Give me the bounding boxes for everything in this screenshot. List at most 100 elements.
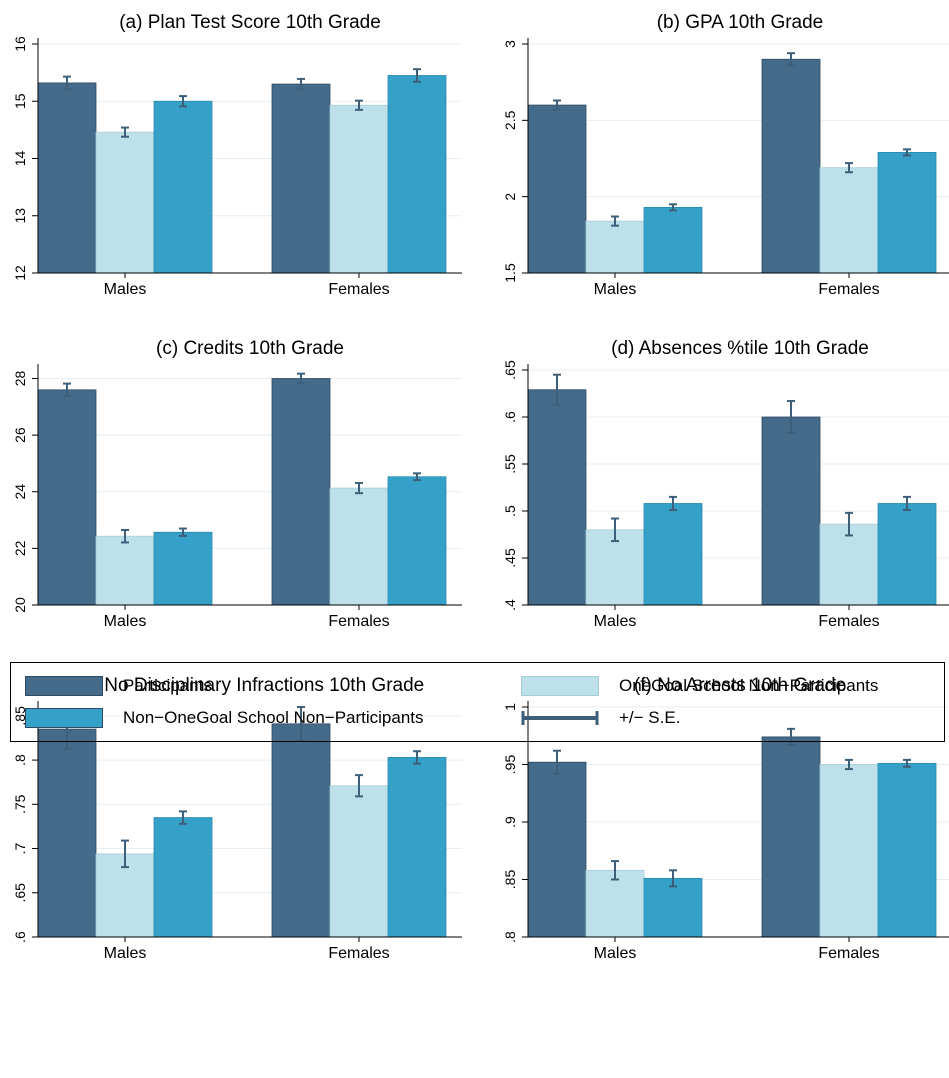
chart-f-ytick-label: 1 xyxy=(502,703,518,711)
chart-a-title: (a) Plan Test Score 10th Grade xyxy=(119,12,381,33)
chart-e-bar-females-non-onegoal-school-non-participants xyxy=(387,757,447,938)
chart-e-ytick-label: .6 xyxy=(12,931,28,943)
chart-f-bar-males-non-onegoal-school-non-participants xyxy=(643,877,703,938)
chart-c-errorbar-males-non-onegoal-school-non-participants xyxy=(179,527,187,537)
chart-d-ytick-label: .6 xyxy=(502,411,518,423)
chart-b: (b) GPA 10th Grade 1.5 2 2.5 3 Males Females xyxy=(502,12,949,298)
legend-label-standard-error: +/− S.E. xyxy=(619,708,681,727)
chart-b-errorbar-males-onegoal-school-non-participants xyxy=(611,215,619,227)
chart-c-ytick-label: 20 xyxy=(12,597,28,613)
chart-d-bar-males-participants xyxy=(527,389,587,606)
chart-c-bar-males-participants xyxy=(37,389,97,606)
chart-c-errorbar-females-onegoal-school-non-participants xyxy=(355,481,363,495)
chart-f-bar-males-participants xyxy=(527,761,587,938)
chart-c-errorbar-females-non-onegoal-school-non-participants xyxy=(413,472,421,482)
chart-d-errorbar-males-participants xyxy=(553,373,561,406)
chart-e-bar-females-onegoal-school-non-participants xyxy=(329,785,389,938)
chart-f-xtick-label-males: Males xyxy=(594,945,637,962)
chart-e-bar-males-participants xyxy=(37,728,97,938)
chart-a: (a) Plan Test Score 10th Grade 12 13 14 15 16… xyxy=(12,12,462,298)
chart-a-xtick-label-females: Females xyxy=(328,281,389,298)
chart-e-errorbar-males-onegoal-school-non-participants xyxy=(121,839,129,869)
chart-c-bar-females-non-onegoal-school-non-participants xyxy=(387,476,447,606)
chart-e-xtick-label-males: Males xyxy=(104,945,147,962)
chart-e-ytick-label: .7 xyxy=(12,842,28,854)
chart-a-xtick-label-males: Males xyxy=(104,281,147,298)
chart-d-errorbar-females-non-onegoal-school-non-participants xyxy=(903,495,911,512)
chart-a-ytick-label: 14 xyxy=(12,151,28,167)
chart-e-ytick-label: .8 xyxy=(12,754,28,766)
chart-a-errorbar-males-onegoal-school-non-participants xyxy=(121,126,129,138)
chart-f-errorbar-females-non-onegoal-school-non-participants xyxy=(903,758,911,768)
chart-e-title: (e) No Disciplinary Infractions 10th Gra… xyxy=(76,675,424,696)
chart-d-ytick-label: .55 xyxy=(502,454,518,474)
chart-e-ytick-label: .85 xyxy=(12,706,28,726)
chart-d-xtick-label-males: Males xyxy=(594,613,637,630)
chart-f-errorbar-females-participants xyxy=(787,727,795,746)
chart-d-xtick-label-females: Females xyxy=(818,613,879,630)
chart-a-ytick-label: 15 xyxy=(12,93,28,109)
chart-a-bar-females-onegoal-school-non-participants xyxy=(329,104,389,274)
chart-c-xtick-label-males: Males xyxy=(104,613,147,630)
chart-f-errorbar-males-participants xyxy=(553,749,561,775)
legend-label-onegoal-nonparticipants: OneGoal School Non−Participants xyxy=(619,676,879,695)
chart-b-xtick-label-males: Males xyxy=(594,281,637,298)
chart-d-bar-females-non-onegoal-school-non-participants xyxy=(877,503,937,606)
chart-b-errorbar-females-non-onegoal-school-non-participants xyxy=(903,148,911,157)
chart-e-errorbar-females-non-onegoal-school-non-participants xyxy=(413,750,421,765)
chart-f-errorbar-males-non-onegoal-school-non-participants xyxy=(669,869,677,888)
chart-a-bar-males-participants xyxy=(37,82,97,274)
chart-f-bar-females-onegoal-school-non-participants xyxy=(819,764,879,938)
legend-errorbar-icon xyxy=(521,708,599,728)
chart-b-errorbar-females-onegoal-school-non-participants xyxy=(845,162,853,174)
chart-e: (e) No Disciplinary Infractions 10th Gra… xyxy=(12,675,462,962)
chart-d-ytick-label: .65 xyxy=(502,360,518,380)
chart-c: (c) Credits 10th Grade 20 22 24 26 28 Males Fem… xyxy=(12,338,462,630)
chart-a-bar-females-non-onegoal-school-non-participants xyxy=(387,75,447,274)
chart-f-ytick-label: .85 xyxy=(502,870,518,890)
chart-f-ytick-label: .9 xyxy=(502,816,518,828)
chart-d-errorbar-females-onegoal-school-non-participants xyxy=(845,511,853,537)
legend-item-participants: Participants xyxy=(25,674,212,698)
chart-e-xtick-label-females: Females xyxy=(328,945,389,962)
chart-a-errorbar-females-participants xyxy=(297,77,305,91)
chart-c-ytick-label: 22 xyxy=(12,540,28,556)
legend: Participants OneGoal School Non−Particip… xyxy=(10,662,945,742)
chart-d: (d) Absences %tile 10th Grade .4 .45 .5 .55.… xyxy=(502,338,949,630)
chart-c-ytick-label: 24 xyxy=(12,484,28,500)
chart-e-ytick-label: .75 xyxy=(12,794,28,814)
chart-c-xtick-label-females: Females xyxy=(328,613,389,630)
chart-e-errorbar-males-non-onegoal-school-non-participants xyxy=(179,810,187,825)
chart-f-bar-females-non-onegoal-school-non-participants xyxy=(877,762,937,938)
chart-c-ytick-label: 28 xyxy=(12,370,28,386)
chart-f-bar-females-participants xyxy=(761,736,821,938)
chart-d-ytick-label: .5 xyxy=(502,505,518,517)
chart-d-bar-females-participants xyxy=(761,416,821,606)
chart-d-title: (d) Absences %tile 10th Grade xyxy=(611,338,869,359)
chart-c-title: (c) Credits 10th Grade xyxy=(156,338,344,359)
chart-d-bar-males-non-onegoal-school-non-participants xyxy=(643,503,703,606)
chart-a-errorbar-females-non-onegoal-school-non-participants xyxy=(413,68,421,83)
legend-swatch-participants xyxy=(25,676,103,696)
legend-item-standard-error: +/− S.E. xyxy=(521,706,680,730)
chart-f-title: (f) No Arrests 10th Grade xyxy=(634,675,846,696)
chart-f-errorbar-males-onegoal-school-non-participants xyxy=(611,860,619,881)
chart-b-bar-females-participants xyxy=(761,58,821,274)
chart-b-ytick-label: 2 xyxy=(502,193,518,201)
chart-f-xtick-label-females: Females xyxy=(818,945,879,962)
chart-a-errorbar-males-non-onegoal-school-non-participants xyxy=(179,95,187,108)
chart-b-bar-females-non-onegoal-school-non-participants xyxy=(877,151,937,274)
chart-f-errorbar-females-onegoal-school-non-participants xyxy=(845,758,853,771)
chart-c-bar-females-participants xyxy=(271,378,331,606)
chart-c-errorbar-males-onegoal-school-non-participants xyxy=(121,528,129,544)
legend-item-onegoal-nonparticipants: OneGoal School Non−Participants xyxy=(521,674,878,698)
chart-b-errorbar-females-participants xyxy=(787,52,795,67)
chart-b-bar-males-onegoal-school-non-participants xyxy=(585,220,645,274)
chart-b-ytick-label: 3 xyxy=(502,40,518,48)
chart-a-bar-males-onegoal-school-non-participants xyxy=(95,131,155,274)
chart-c-bar-males-onegoal-school-non-participants xyxy=(95,535,155,606)
chart-d-ytick-label: .4 xyxy=(502,599,518,611)
chart-a-ytick-label: 12 xyxy=(12,265,28,281)
legend-label-nononegoal-nonparticipants: Non−OneGoal School Non−Participants xyxy=(123,708,424,727)
